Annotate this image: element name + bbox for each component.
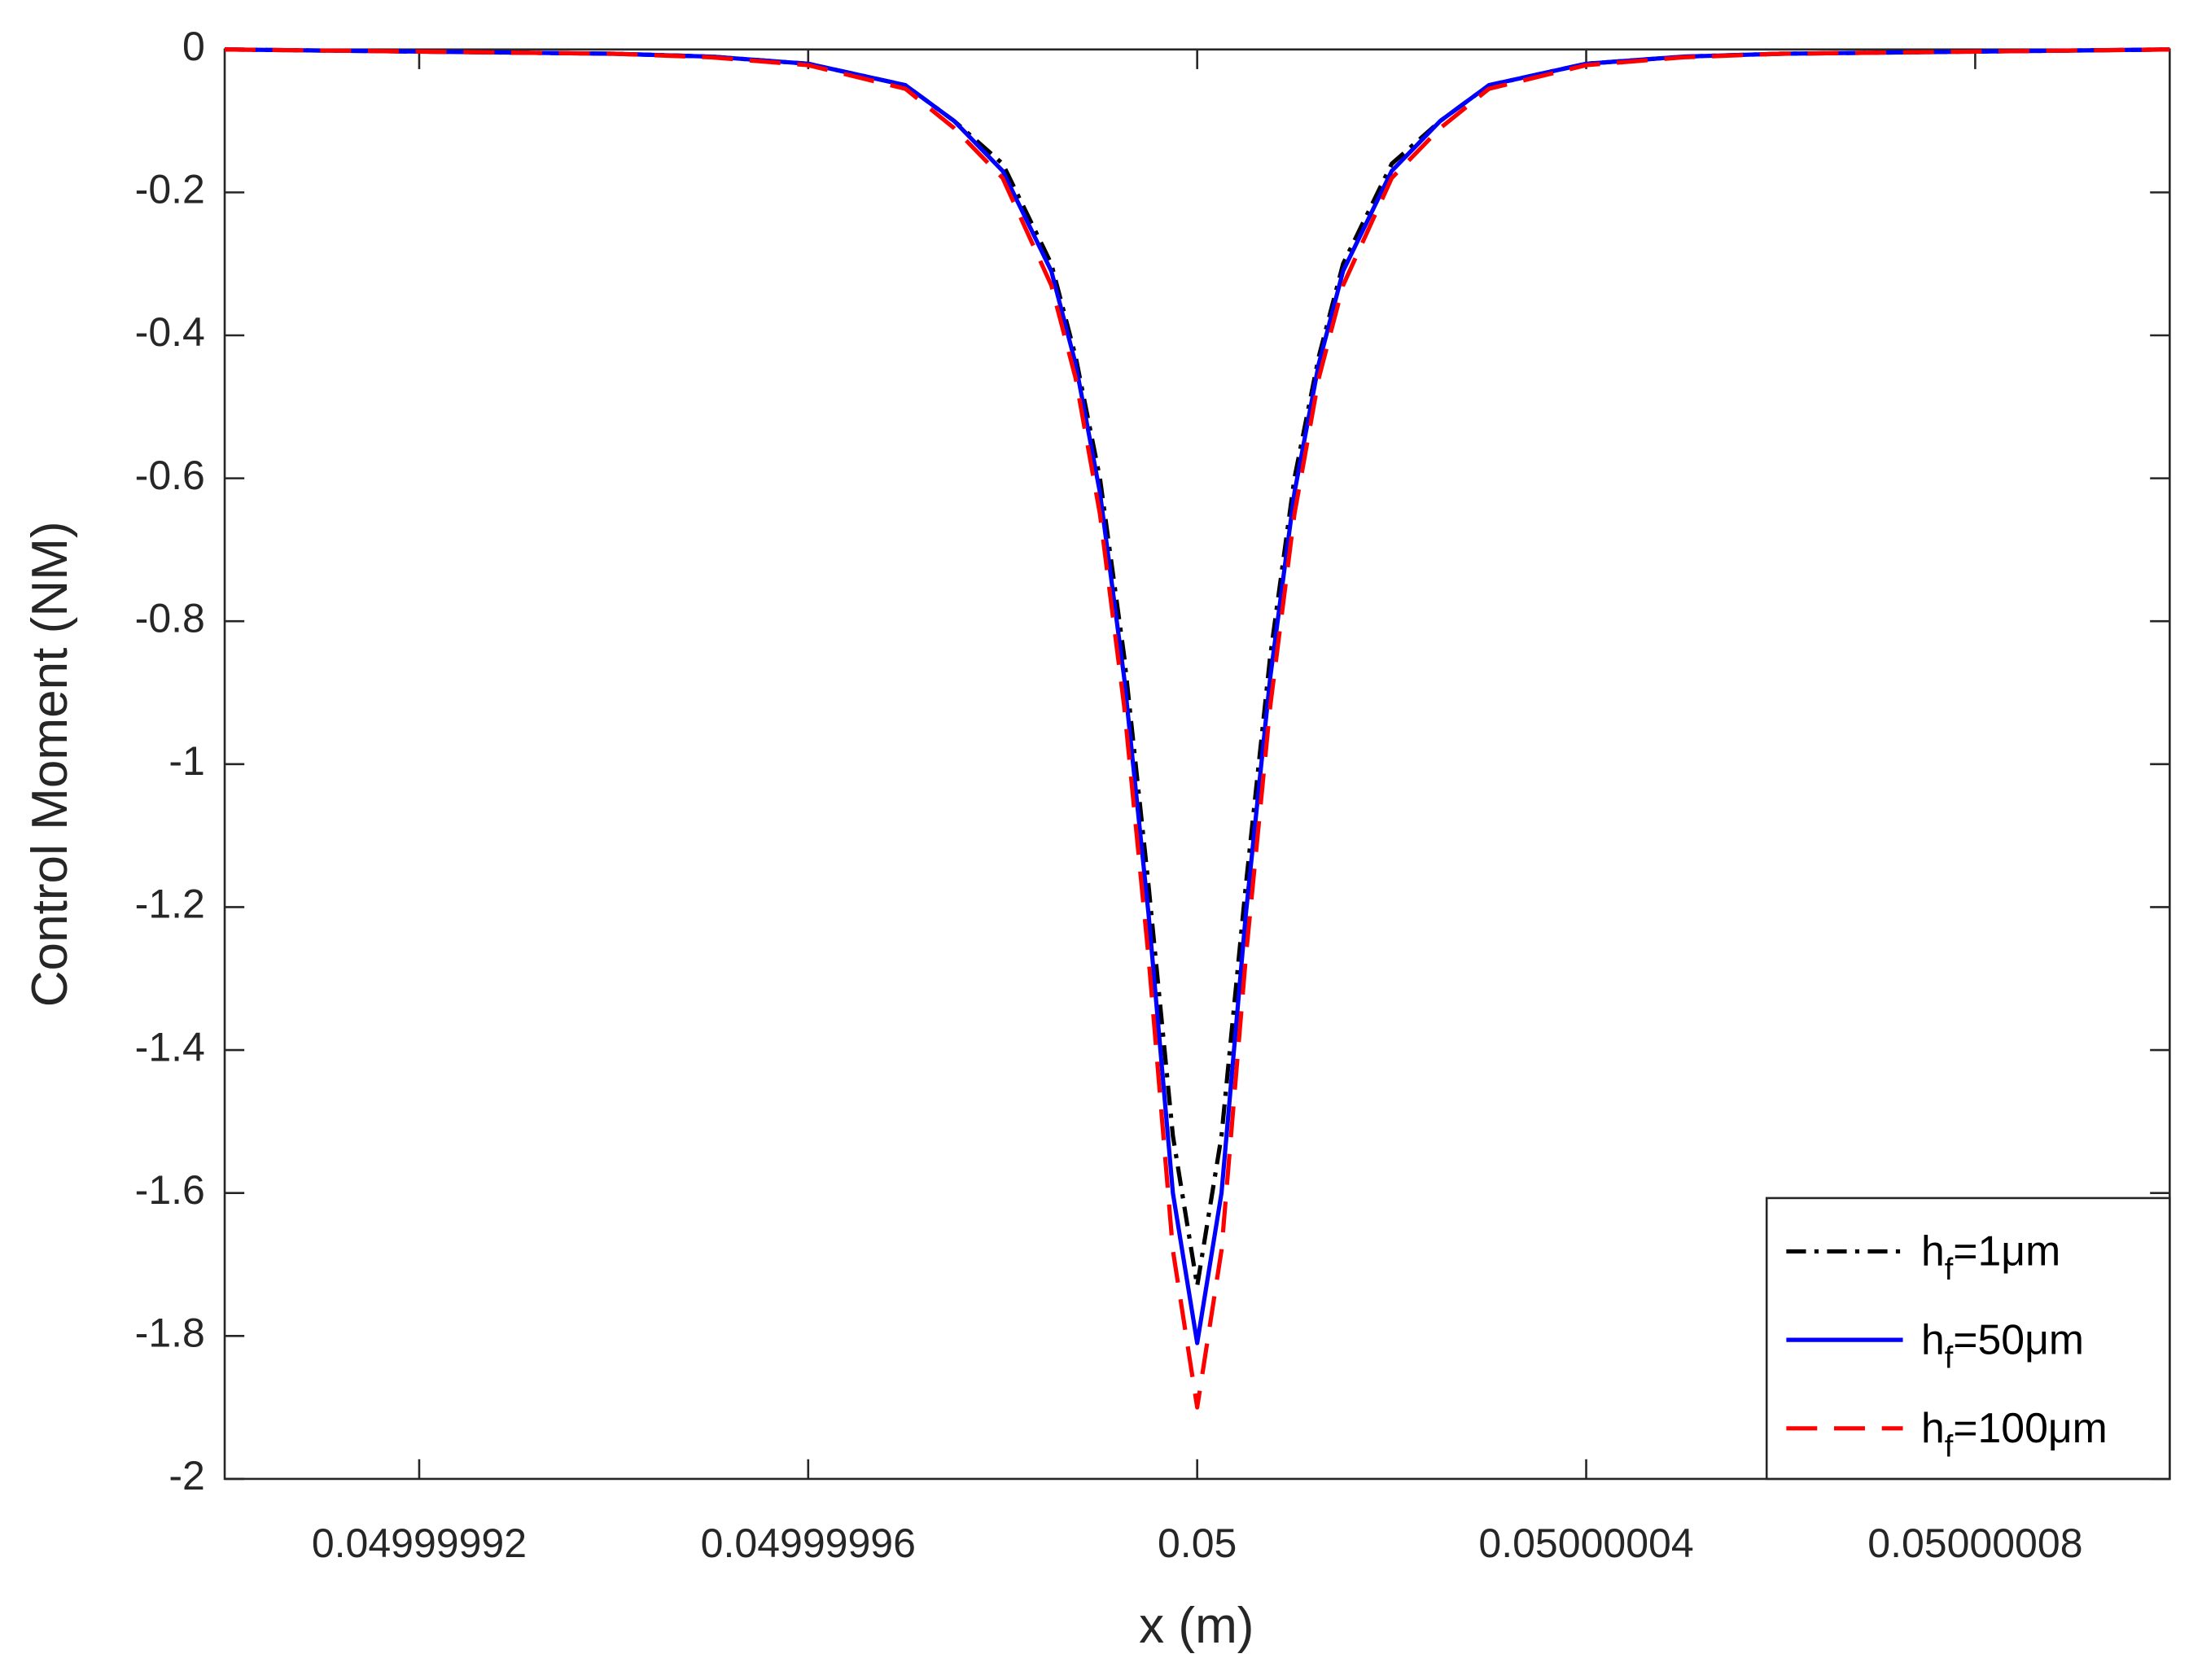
x-tick-label: 0.05000004	[1478, 1520, 1693, 1566]
x-tick-label: 0.05	[1158, 1520, 1237, 1566]
y-tick-label: -0.2	[135, 167, 205, 212]
x-tick-label: 0.04999992	[312, 1520, 527, 1566]
y-tick-label: -1.8	[135, 1310, 205, 1356]
y-tick-label: -1.6	[135, 1167, 205, 1213]
y-tick-label: -1.4	[135, 1024, 205, 1070]
legend-label: hf=1μm	[1921, 1227, 2060, 1287]
legend-label: hf=100μm	[1921, 1404, 2108, 1463]
y-tick-label: -1	[169, 738, 204, 784]
x-tick-label: 0.04999996	[701, 1520, 916, 1566]
legend-label: hf=50μm	[1921, 1315, 2084, 1375]
y-tick-label: -0.6	[135, 453, 205, 498]
x-axis-label: x (m)	[1139, 1598, 1254, 1654]
y-tick-label: 0	[182, 24, 205, 69]
y-tick-label: -0.8	[135, 595, 205, 641]
series-line	[224, 47, 2170, 1410]
series-line	[224, 47, 2170, 1345]
y-tick-label: -2	[169, 1453, 204, 1498]
y-tick-label: -0.4	[135, 309, 205, 355]
y-axis-label: Control Moment (NM)	[22, 521, 78, 1007]
x-tick-label: 0.05000008	[1867, 1520, 2082, 1566]
y-tick-label: -1.2	[135, 882, 205, 927]
